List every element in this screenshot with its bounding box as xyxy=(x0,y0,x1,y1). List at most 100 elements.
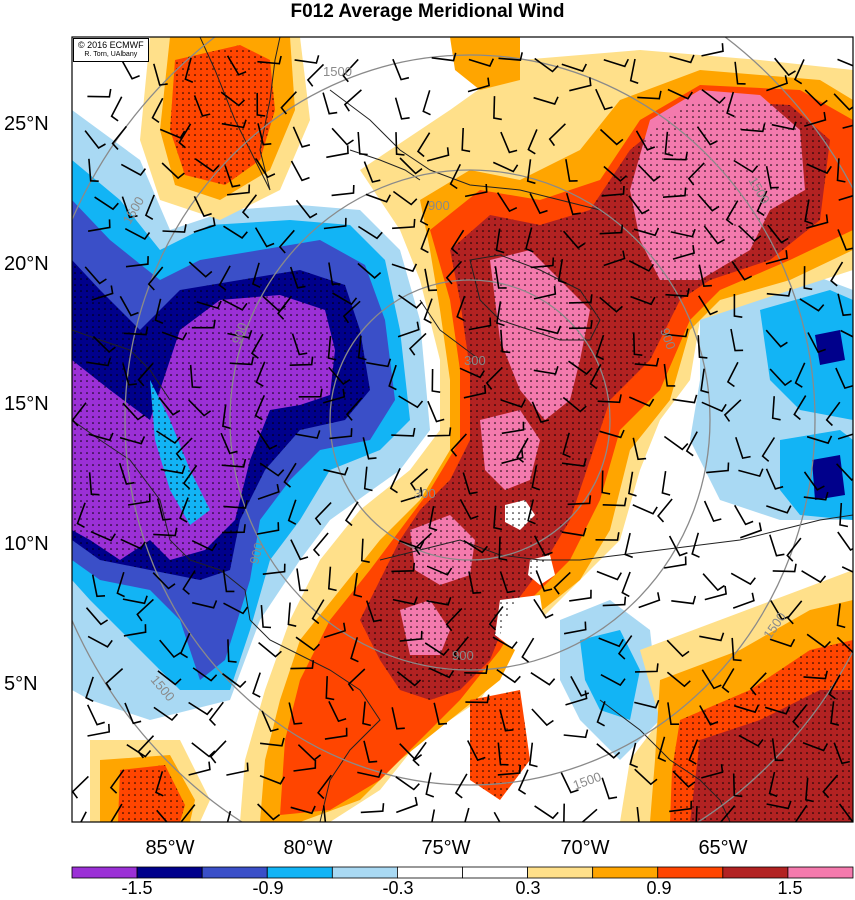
wind-barb xyxy=(136,598,154,622)
wind-barb xyxy=(94,196,119,211)
wind-barb xyxy=(124,702,142,725)
wind-barb xyxy=(830,261,844,287)
wind-barb xyxy=(494,266,507,289)
wind-barb xyxy=(602,596,627,607)
wind-barb xyxy=(158,396,181,416)
wind-barb xyxy=(88,472,100,496)
contour-label: 900 xyxy=(657,326,679,352)
wind-barb xyxy=(837,58,853,67)
wind-barb xyxy=(431,52,457,62)
wind-barb xyxy=(450,433,467,457)
wind-barb xyxy=(322,92,338,115)
wind-barb xyxy=(702,573,725,592)
wind-barb xyxy=(740,522,763,539)
wind-barb xyxy=(765,166,779,189)
wind-barb xyxy=(529,193,548,215)
wind-barb xyxy=(560,772,579,794)
wind-barb xyxy=(408,332,427,356)
wind-barb xyxy=(220,91,246,107)
wind-barb xyxy=(191,539,218,552)
wind-barb xyxy=(124,227,151,241)
wind-barb xyxy=(634,357,660,367)
wind-barb xyxy=(400,487,423,503)
wind-barb xyxy=(298,388,323,398)
wind-barb xyxy=(568,360,593,375)
wind-barb xyxy=(317,774,332,800)
wind-barb xyxy=(516,437,529,463)
wind-barb xyxy=(468,58,495,67)
wind-barb xyxy=(599,224,624,235)
wind-barb xyxy=(701,88,726,104)
wind-barb xyxy=(227,184,251,196)
wind-barb xyxy=(738,468,764,478)
wind-barb xyxy=(254,394,266,421)
wind-barb xyxy=(188,761,211,776)
wind-barb xyxy=(222,404,231,430)
wind-barb xyxy=(122,402,145,421)
wind-barb xyxy=(445,607,463,632)
wind-barb xyxy=(617,635,633,660)
wind-barb xyxy=(84,266,107,285)
wind-barb xyxy=(426,565,453,576)
wind-barb xyxy=(632,504,658,515)
wind-barb xyxy=(229,356,255,366)
wind-barb xyxy=(427,400,445,423)
wind-barb xyxy=(765,468,784,490)
wind-barb xyxy=(731,637,742,662)
wind-barb xyxy=(116,571,125,598)
wind-barb xyxy=(449,163,462,190)
wind-barb xyxy=(365,193,392,203)
wind-barb xyxy=(144,194,155,220)
wind-barb xyxy=(533,598,554,619)
wind-barb xyxy=(533,366,559,375)
wind-barb xyxy=(464,183,488,198)
wind-barb xyxy=(391,562,416,573)
wind-barb xyxy=(125,256,149,268)
wind-barb xyxy=(706,462,730,474)
wind-barb xyxy=(412,741,427,767)
wind-barb xyxy=(184,57,194,83)
wind-barb xyxy=(329,428,353,440)
wind-barb xyxy=(621,571,631,598)
wind-barb xyxy=(314,502,332,526)
wind-barb xyxy=(563,803,565,822)
wind-barb xyxy=(209,740,227,764)
wind-barb xyxy=(637,164,661,182)
wind-barb xyxy=(773,57,796,77)
wind-barb xyxy=(699,705,719,726)
wind-barb xyxy=(534,805,559,820)
gray-contours xyxy=(72,37,853,822)
contour-label: 300 xyxy=(414,486,436,501)
contour-label: 900 xyxy=(246,541,266,566)
wind-barb xyxy=(226,810,232,822)
wind-barb xyxy=(399,630,423,642)
wind-barb xyxy=(323,622,347,639)
wind-barb xyxy=(533,96,559,105)
wind-barb xyxy=(806,435,833,445)
wind-barb xyxy=(807,332,826,354)
wind-barb xyxy=(188,701,214,716)
wind-barb xyxy=(423,298,433,324)
wind-barb xyxy=(87,219,111,232)
contour-label: 900 xyxy=(229,321,251,347)
wind-barb xyxy=(223,225,248,239)
wind-barb xyxy=(261,710,279,733)
wind-barb xyxy=(86,357,112,367)
wind-barb xyxy=(347,668,366,692)
wind-barb xyxy=(701,764,724,779)
wind-barb xyxy=(488,606,504,631)
wind-barb xyxy=(697,335,708,359)
wind-barb xyxy=(360,538,370,563)
wind-barb xyxy=(527,499,536,525)
wind-barb xyxy=(723,399,742,422)
wind-barb xyxy=(530,672,556,686)
wind-barb xyxy=(833,742,850,765)
wind-barb xyxy=(764,706,791,715)
wind-barb xyxy=(836,158,846,183)
wind-barb xyxy=(226,762,249,776)
wind-barb xyxy=(290,805,316,815)
colorbar-swatch xyxy=(266,866,333,879)
wind-barb xyxy=(256,92,266,117)
wind-barb xyxy=(603,165,628,183)
wind-barb xyxy=(397,321,420,338)
